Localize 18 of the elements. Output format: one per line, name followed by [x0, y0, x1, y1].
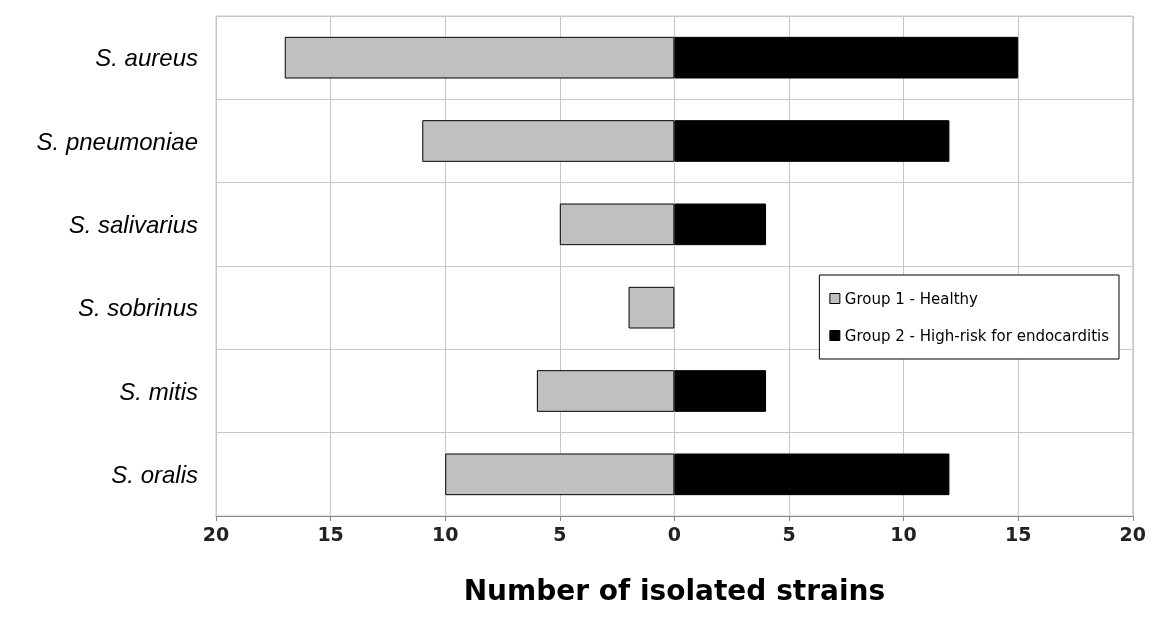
- x-tick-label: 5: [553, 522, 567, 545]
- x-tick-label: 10: [890, 522, 917, 545]
- legend-label: Group 1 - Healthy: [844, 289, 979, 308]
- x-tick-label: 10: [431, 522, 459, 545]
- y-tick-label: S. aureus: [95, 44, 198, 72]
- x-axis-title: Number of isolated strains: [463, 573, 886, 607]
- y-tick-label: S. mitis: [119, 377, 198, 405]
- y-tick-label: S. pneumoniae: [36, 127, 198, 155]
- y-tick-label: S. salivarius: [68, 210, 198, 238]
- x-tick-label: 0: [667, 522, 682, 545]
- x-tick-label: 15: [317, 522, 344, 545]
- legend-label: Group 2 - High-risk for endocarditis: [844, 326, 1110, 345]
- x-tick-label: 15: [1004, 522, 1032, 545]
- x-tick-label: 5: [782, 522, 796, 545]
- y-tick-label: S. oralis: [111, 460, 198, 488]
- y-tick-label: S. sobrinus: [77, 294, 198, 322]
- x-tick-label: 20: [202, 522, 230, 545]
- x-tick-label: 20: [1119, 522, 1147, 545]
